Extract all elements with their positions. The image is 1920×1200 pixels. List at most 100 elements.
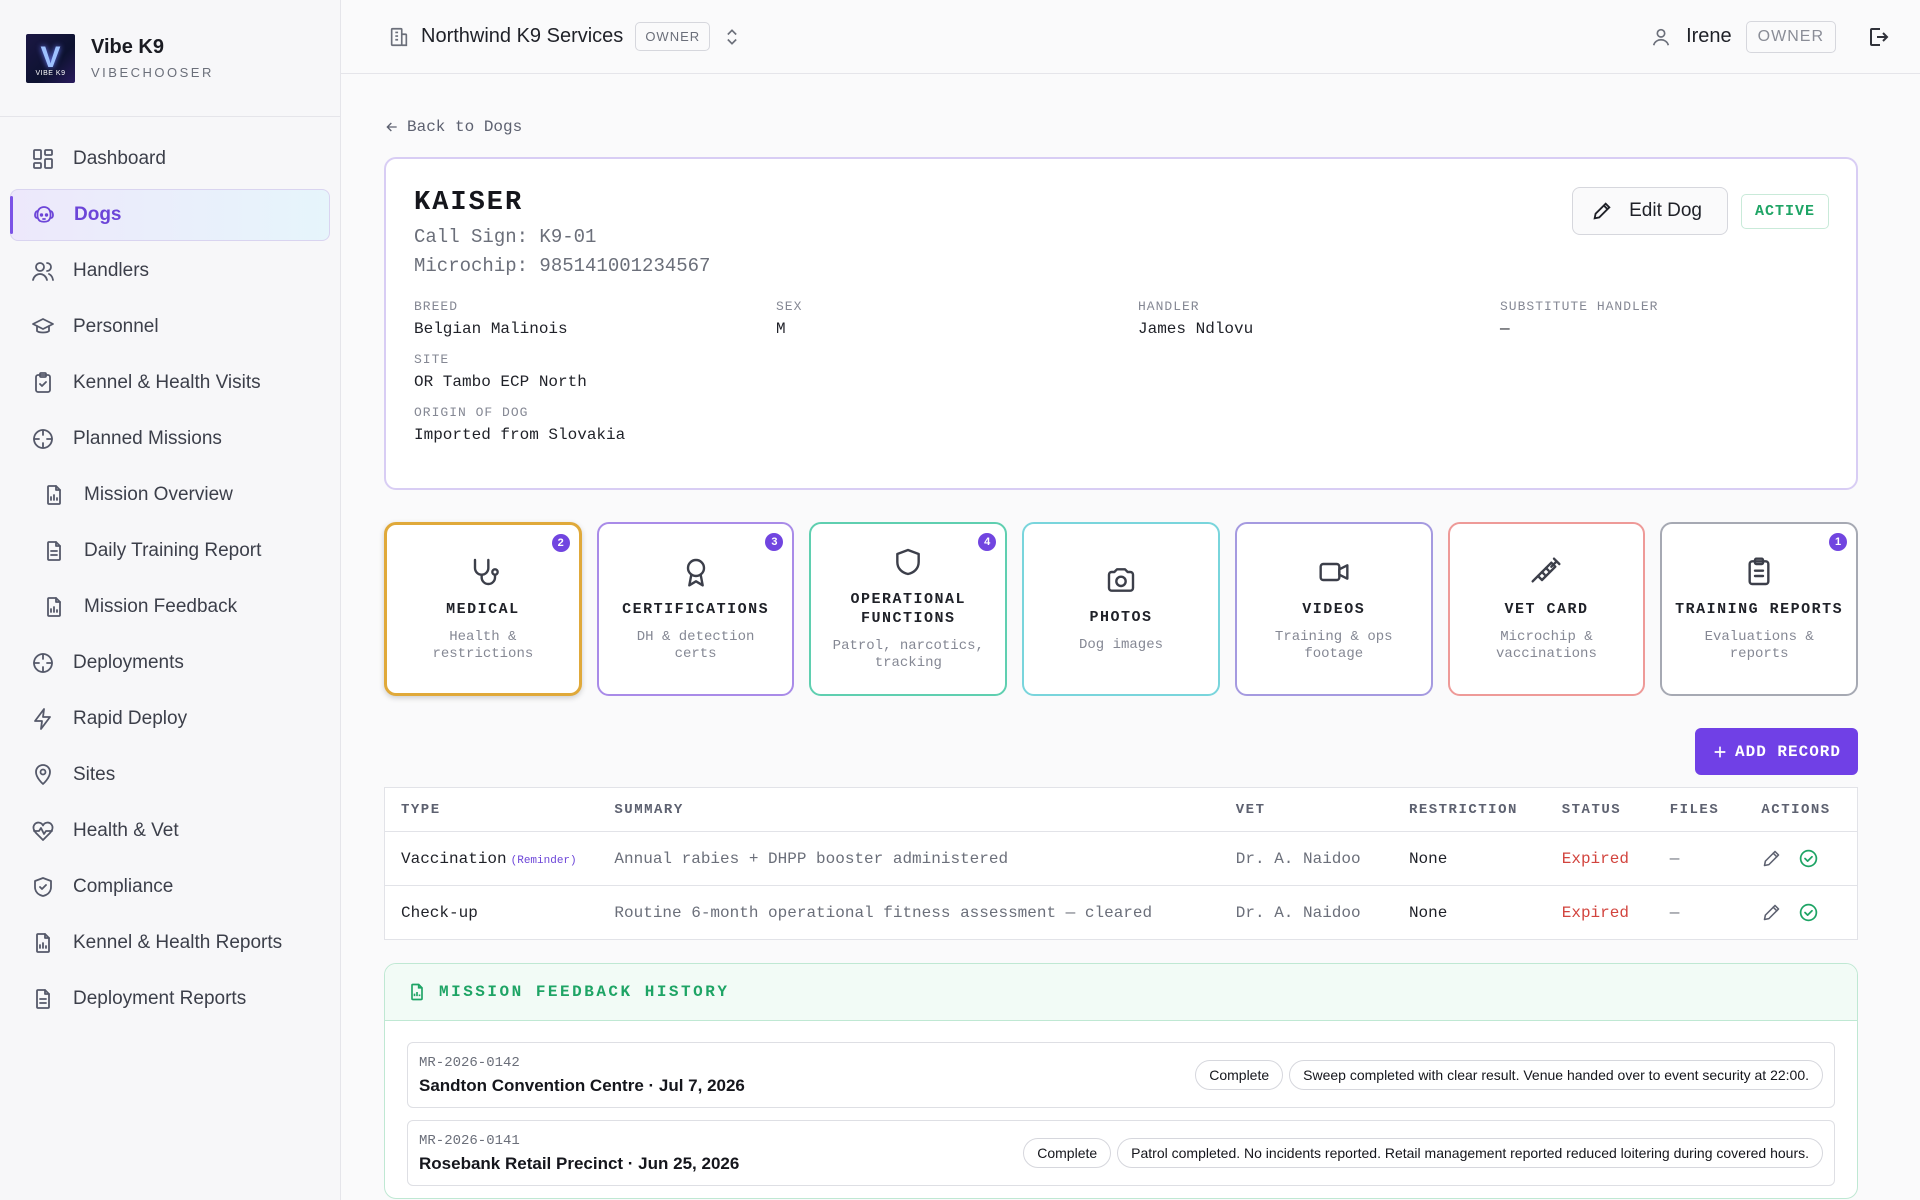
tile-count-badge: 2 — [551, 534, 570, 552]
sidebar-item-label: Rapid Deploy — [73, 708, 188, 729]
tile-medical[interactable]: MEDICAL Health & restrictions 2 — [384, 522, 582, 696]
sidebar-item-mission-overview[interactable]: Mission Overview — [10, 469, 330, 521]
cell-status: Expired — [1545, 831, 1654, 886]
heart-pulse-icon — [31, 819, 55, 843]
tile-photos[interactable]: PHOTOS Dog images — [1022, 522, 1220, 696]
file-chart-icon — [42, 483, 66, 507]
user-role-badge: OWNER — [1745, 20, 1836, 53]
cell-type: Vaccination (Reminder) — [384, 831, 599, 886]
field-value: Belgian Malinois — [414, 320, 568, 338]
sidebar-item-label: Dogs — [74, 204, 122, 225]
field-value: M — [776, 320, 786, 338]
logout-icon[interactable] — [1866, 25, 1890, 49]
field-label: SUBSTITUTE HANDLER — [1500, 299, 1659, 314]
table-row[interactable]: Check-up Routine 6-month operational fitn… — [384, 885, 1858, 940]
sidebar-item-dashboard[interactable]: Dashboard — [10, 133, 330, 185]
stethoscope-icon — [467, 556, 499, 588]
mission-id: MR-2026-0141 — [419, 1132, 520, 1149]
field-value: James Ndlovu — [1138, 320, 1254, 338]
mission-feedback-item[interactable]: MR-2026-0141 Rosebank Retail Precinct · J… — [407, 1120, 1835, 1186]
mission-feedback-item[interactable]: MR-2026-0142 Sandton Convention Centre · … — [407, 1042, 1835, 1108]
tile-videos[interactable]: VIDEOS Training & ops footage — [1234, 522, 1433, 696]
video-icon — [1318, 556, 1350, 588]
tile-description: DH & detection certs — [636, 628, 755, 662]
sidebar-item-sites[interactable]: Sites — [10, 749, 330, 801]
sidebar-item-label: Planned Missions — [73, 428, 222, 449]
field-origin: ORIGIN OF DOG Imported from Slovakia — [414, 405, 1830, 444]
tile-title: TRAINING REPORTS — [1675, 600, 1844, 618]
tile-title: PHOTOS — [1089, 609, 1153, 626]
sidebar-item-kennel-and-health-visits[interactable]: Kennel & Health Visits — [10, 357, 330, 409]
check-circle-icon[interactable] — [1798, 902, 1819, 923]
cell-summary: Routine 6-month operational fitness asse… — [598, 885, 1220, 940]
sidebar-item-health-and-vet[interactable]: Health & Vet — [10, 805, 330, 857]
cell-type: Check-up — [384, 885, 599, 940]
tile-description: Health & restrictions — [432, 628, 534, 662]
cell-summary: Annual rabies + DHPP booster administere… — [598, 831, 1220, 886]
cell-actions — [1745, 885, 1858, 940]
back-to-dogs-link[interactable]: Back to Dogs — [384, 118, 1858, 136]
mission-title: Sandton Convention Centre · Jul 7, 2026 — [419, 1075, 745, 1095]
sidebar-item-rapid-deploy[interactable]: Rapid Deploy — [10, 693, 330, 745]
sidebar-item-mission-feedback[interactable]: Mission Feedback — [10, 581, 330, 633]
tile-certifications[interactable]: CERTIFICATIONS DH & detection certs 3 — [596, 522, 795, 696]
tile-operational-functions[interactable]: OPERATIONAL FUNCTIONS Patrol, narcotics, … — [809, 522, 1008, 696]
field-value: OR Tambo ECP North — [414, 373, 587, 391]
logo-letter: V — [40, 41, 61, 74]
reminder-tag: (Reminder) — [510, 854, 577, 867]
tile-title: VET CARD — [1504, 600, 1589, 618]
mission-id: MR-2026-0142 — [419, 1054, 520, 1071]
edit-dog-button[interactable]: Edit Dog — [1572, 187, 1728, 235]
file-text-icon — [31, 987, 55, 1011]
file-text-icon — [42, 539, 66, 563]
cell-files: — — [1653, 885, 1746, 940]
tile-vet-card[interactable]: VET CARD Microchip & vaccinations — [1447, 522, 1646, 696]
field-sex: SEX M — [776, 299, 1138, 338]
chevrons-up-down-icon[interactable] — [722, 27, 742, 47]
cell-vet: Dr. A. Naidoo — [1219, 831, 1393, 886]
lightning-icon — [31, 707, 55, 731]
sidebar-item-deployment-reports[interactable]: Deployment Reports — [10, 973, 330, 1025]
brand[interactable]: V VIBE K9 Vibe K9 VIBECHOOSER — [0, 0, 340, 117]
shield-check-icon — [31, 875, 55, 899]
cell-actions — [1745, 831, 1858, 886]
status-badge: ACTIVE — [1740, 194, 1829, 229]
building-icon — [388, 26, 410, 48]
sidebar-item-kennel-and-health-reports[interactable]: Kennel & Health Reports — [10, 917, 330, 969]
sidebar-item-compliance[interactable]: Compliance — [10, 861, 330, 913]
sidebar-item-dogs[interactable]: Dogs — [10, 189, 330, 241]
organization-name[interactable]: Northwind K9 Services — [421, 25, 624, 47]
check-circle-icon[interactable] — [1798, 848, 1819, 869]
edit-dog-label: Edit Dog — [1629, 200, 1702, 221]
tile-training-reports[interactable]: TRAINING REPORTS Evaluations & reports 1 — [1660, 522, 1859, 696]
pencil-icon[interactable] — [1761, 848, 1782, 869]
column-header: SUMMARY — [598, 787, 1220, 832]
sidebar-item-planned-missions[interactable]: Planned Missions — [10, 413, 330, 465]
user-icon — [1650, 26, 1672, 48]
sidebar-item-label: Mission Feedback — [84, 596, 238, 617]
add-record-button[interactable]: ADD RECORD — [1694, 728, 1858, 775]
file-chart-icon — [407, 982, 427, 1002]
camera-icon — [1105, 564, 1137, 596]
mission-status-pill: Complete — [1023, 1138, 1112, 1168]
pencil-icon[interactable] — [1761, 902, 1782, 923]
dog-call-sign: Call Sign: K9-01 — [414, 226, 597, 248]
sidebar-item-deployments[interactable]: Deployments — [10, 637, 330, 689]
cell-files: — — [1653, 831, 1746, 886]
mission-title: Rosebank Retail Precinct · Jun 25, 2026 — [419, 1153, 740, 1173]
sidebar-nav: Dashboard Dogs Handlers Personnel Kennel & H… — [0, 117, 340, 1025]
main-content: Back to Dogs KAISER Call Sign: K9-01 Mic… — [384, 74, 1859, 1199]
dog-fields: BREED Belgian Malinois SEX M HANDLER James … — [414, 299, 1828, 444]
clipboard-list-icon — [1743, 556, 1775, 588]
sidebar-item-label: Mission Overview — [84, 484, 233, 505]
plus-icon — [1712, 744, 1728, 760]
table-row[interactable]: Vaccination (Reminder) Annual rabies + DHP… — [384, 831, 1858, 886]
column-header: STATUS — [1545, 787, 1654, 832]
arrow-left-icon — [384, 119, 400, 135]
sidebar-item-daily-training-report[interactable]: Daily Training Report — [10, 525, 330, 577]
sidebar-item-personnel[interactable]: Personnel — [10, 301, 330, 353]
field-value: Imported from Slovakia — [414, 426, 626, 444]
sidebar-item-handlers[interactable]: Handlers — [10, 245, 330, 297]
sidebar-item-label: Personnel — [73, 316, 159, 337]
tile-description: Evaluations & reports — [1704, 628, 1814, 662]
